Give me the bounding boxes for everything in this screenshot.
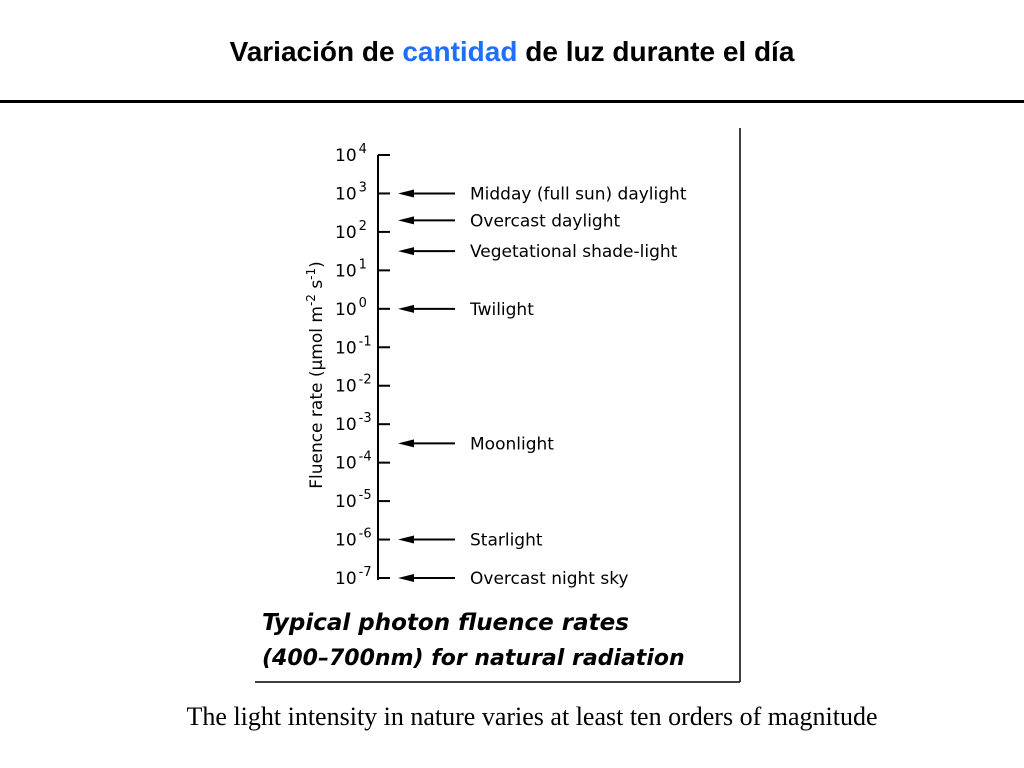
annotation-label: Twilight [469,300,534,320]
annotation-arrow [398,535,455,544]
tick-layer: 10 4 10 3 10 2 10 1 10 0 10 -1 10 -2 10 -3 10 -4 10 -5 10 -6 1… [335,142,390,589]
figure-caption-line-1: Typical photon fluence rates [262,610,629,636]
annotation-arrow [398,216,455,225]
annotation-label: Vegetational shade-light [470,242,678,262]
tick-label: 10 -6 [335,527,372,551]
annotation-label: Midday (full sun) daylight [470,184,687,204]
annotation-arrow [398,574,455,582]
annotation-label: Overcast daylight [470,211,620,231]
tick-label: 10 -4 [335,450,372,474]
tick-label: 10 1 [335,257,367,281]
annotation-arrow [398,247,455,256]
tick-label: 10 -5 [335,488,372,512]
axis-label: Fluence rate (μmol m-2 s-1) [304,261,327,489]
title-highlight: cantidad [402,36,518,67]
slide-caption: The light intensity in nature varies at … [186,702,878,731]
tick-label: 10 -1 [335,334,372,358]
tick-label: 10 -3 [335,411,372,435]
tick-label: 10 3 [335,180,367,204]
annotation-label: Moonlight [470,434,554,454]
annotation-label: Starlight [470,531,543,551]
title-divider [0,100,1024,103]
title-part-2: de luz durante el día [517,36,795,67]
annotation-arrow [398,304,455,313]
tick-label: 10 2 [335,219,367,243]
annotation-arrow [398,189,455,198]
annotation-label: Overcast night sky [470,569,629,589]
title-part-1: Variación de [229,36,403,67]
slide-title: Variación de cantidad de luz durante el … [0,36,1024,68]
tick-label: 10 -2 [335,373,372,397]
figure-caption-line-2: (400–700nm) for natural radiation [262,646,685,671]
tick-label: 10 -7 [335,565,372,589]
annotation-arrow [398,439,455,448]
arrow-layer: Midday (full sun) daylight Overcast dayli… [398,184,687,589]
tick-label: 10 0 [335,296,367,320]
tick-label: 10 4 [335,142,367,166]
